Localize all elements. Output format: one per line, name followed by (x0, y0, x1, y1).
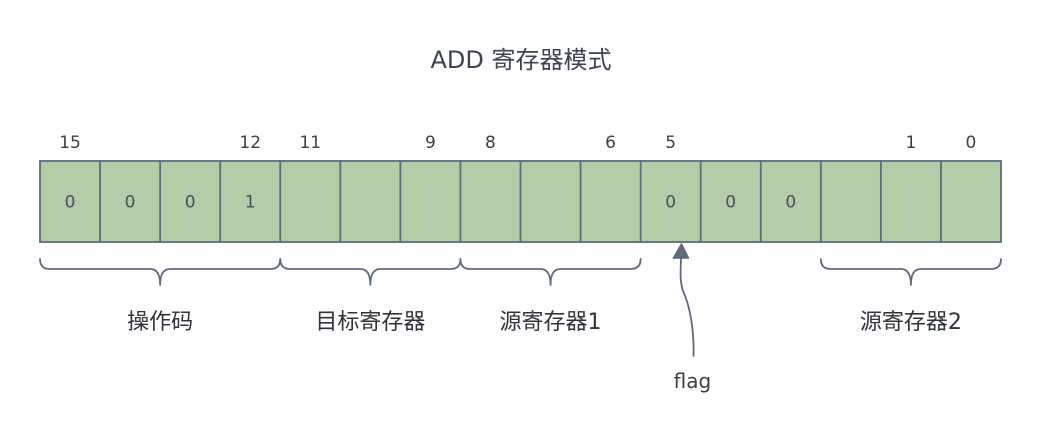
bit-cell-value: 0 (725, 193, 736, 213)
field-label: 源寄存器1 (500, 310, 602, 335)
bit-number-label: 1 (905, 133, 916, 153)
flag-pointer: flag (672, 243, 712, 393)
field-brace (459, 258, 642, 286)
bit-cell-value: 0 (185, 193, 196, 213)
bit-number-label: 9 (425, 133, 436, 153)
field-label: 操作码 (127, 310, 193, 335)
bit-cell-value: 0 (65, 193, 76, 213)
flag-arrow-shaft (679, 245, 695, 357)
diagram-title: ADD 寄存器模式 (430, 46, 611, 74)
field-label: 目标寄存器 (315, 310, 425, 335)
bit-cell-value: 0 (125, 193, 136, 213)
bit-cell-value: 1 (245, 193, 256, 213)
bit-cell-value: 0 (665, 193, 676, 213)
bit-number-label: 8 (485, 133, 496, 153)
field-brace (819, 258, 1002, 286)
bit-number-label: 5 (665, 133, 676, 153)
field-brace (279, 258, 462, 286)
flag-label: flag (674, 369, 712, 393)
bit-number-row: 15 12 11 9 8 6 5 1 0 (59, 133, 976, 153)
register-cells: 0 0 0 1 0 0 0 (39, 160, 1002, 243)
bit-number-label: 11 (299, 133, 321, 153)
bit-number-label: 6 (605, 133, 616, 153)
field-label: 源寄存器2 (860, 310, 962, 335)
field-braces: 操作码 目标寄存器 源寄存器1 源寄存器2 (39, 258, 1002, 335)
field-brace (39, 258, 282, 286)
bit-cell-value: 0 (785, 193, 796, 213)
bit-number-label: 12 (239, 133, 261, 153)
bit-number-label: 0 (966, 133, 977, 153)
bit-number-label: 15 (59, 133, 81, 153)
flag-arrow-head (672, 243, 690, 259)
